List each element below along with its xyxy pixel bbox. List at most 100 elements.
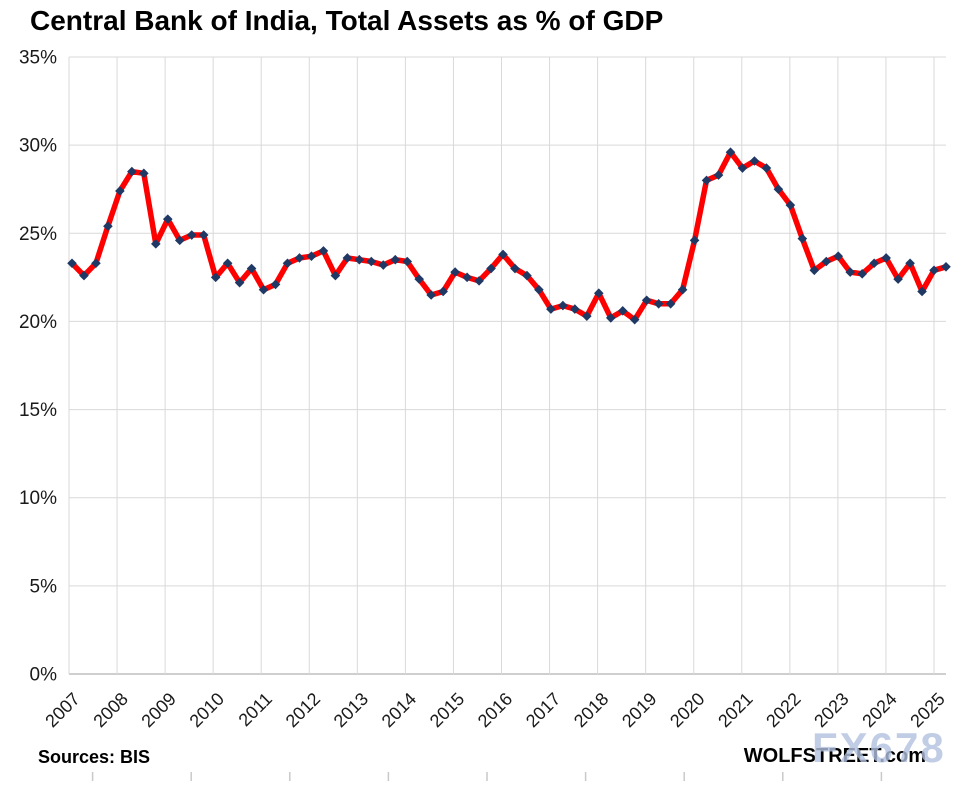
data-point-marker [797,233,808,244]
data-point-marker [366,256,377,267]
y-axis-tick-label: 15% [19,400,57,421]
data-point-marker [845,267,856,277]
brand-label: WOLFSTREET.com [743,745,926,767]
x-axis-tick-label: 2014 [378,689,420,731]
data-point-marker [342,253,353,263]
data-point-marker [318,246,329,256]
data-point-marker [893,274,903,284]
data-point-marker [414,274,425,284]
data-point-marker [941,261,951,272]
data-point-marker [91,258,101,269]
data-point-marker [917,286,927,297]
x-axis-tick-label: 2009 [137,689,179,731]
y-axis-tick-label: 30% [19,136,57,157]
data-point-marker [282,258,293,269]
data-point-marker [522,270,532,281]
y-axis-tick-label: 25% [19,224,57,245]
data-point-marker [629,314,640,325]
data-point-marker [306,251,317,262]
data-point-marker [761,163,772,173]
y-axis-tick-label: 5% [30,576,58,597]
data-point-marker [737,163,748,173]
data-point-marker [857,269,867,279]
y-axis-tick-label: 0% [30,665,58,686]
x-axis-tick-label: 2019 [618,689,660,731]
x-axis-tick-label: 2018 [570,689,612,731]
x-axis-tick-label: 2016 [474,689,516,731]
source-label: Sources: BIS [38,747,151,767]
data-point-marker [713,170,724,180]
data-point-marker [438,286,448,297]
data-point-marker [869,258,879,269]
data-point-marker [725,147,736,157]
data-point-marker [929,265,939,276]
data-point-marker [570,304,580,314]
data-point-marker [198,230,209,240]
data-point-marker [426,290,436,300]
x-axis-tick-label: 2007 [41,689,83,731]
data-point-marker [821,256,832,267]
data-point-marker [127,166,137,177]
data-point-marker [378,260,389,270]
data-point-marker [833,251,844,262]
data-point-marker [905,258,915,269]
data-point-marker [450,267,460,277]
x-axis-tick-label: 2017 [522,689,564,731]
data-point-marker [390,254,401,265]
chart-title: Central Bank of India, Total Assets as %… [30,5,664,36]
data-point-marker [785,200,796,210]
data-point-marker [210,272,221,283]
data-point-marker [162,214,173,224]
data-point-marker [582,311,592,321]
data-point-marker [354,254,365,265]
y-axis-tick-label: 35% [19,48,57,69]
data-point-marker [809,265,820,276]
watermark-fx678: FX678 [812,724,946,771]
data-point-marker [258,284,269,295]
data-point-marker [174,235,185,246]
data-point-marker [677,284,688,295]
data-point-marker [462,272,472,283]
data-point-marker [151,239,161,249]
data-point-marker [115,186,125,196]
data-point-marker [270,279,281,290]
data-point-marker [558,300,568,311]
data-point-marker [617,306,628,316]
data-point-marker [689,235,700,246]
data-point-marker [139,168,149,179]
data-point-marker [653,299,664,309]
x-axis-tick-label: 2013 [330,689,372,731]
x-axis-tick-label: 2021 [714,689,756,731]
data-point-marker [103,221,113,232]
x-axis-tick-label: 2012 [282,689,324,731]
data-point-marker [605,313,616,323]
data-point-marker [701,175,712,186]
data-point-marker [773,184,784,195]
data-point-marker [534,284,544,295]
y-axis-tick-label: 10% [19,488,57,509]
x-axis-tick-label: 2011 [235,689,277,731]
data-point-marker [641,295,652,306]
x-axis-tick-label: 2008 [89,689,131,731]
x-axis-tick-label: 2015 [426,689,468,731]
data-point-marker [330,270,341,281]
data-point-marker [593,288,604,299]
y-axis-tick-label: 20% [19,312,57,333]
data-point-marker [246,263,257,274]
data-point-marker [510,263,520,274]
data-point-marker [186,230,197,240]
data-point-marker [665,299,676,309]
x-axis-tick-label: 2020 [666,689,708,731]
data-point-marker [546,304,556,314]
x-axis-tick-label: 2010 [186,689,228,731]
data-point-marker [294,253,305,263]
data-point-marker [79,270,89,281]
data-point-marker [67,258,77,269]
data-point-marker [498,249,508,260]
data-point-marker [881,253,891,263]
data-point-marker [749,156,760,166]
data-point-marker [222,258,233,269]
x-axis-tick-label: 2022 [762,689,804,731]
